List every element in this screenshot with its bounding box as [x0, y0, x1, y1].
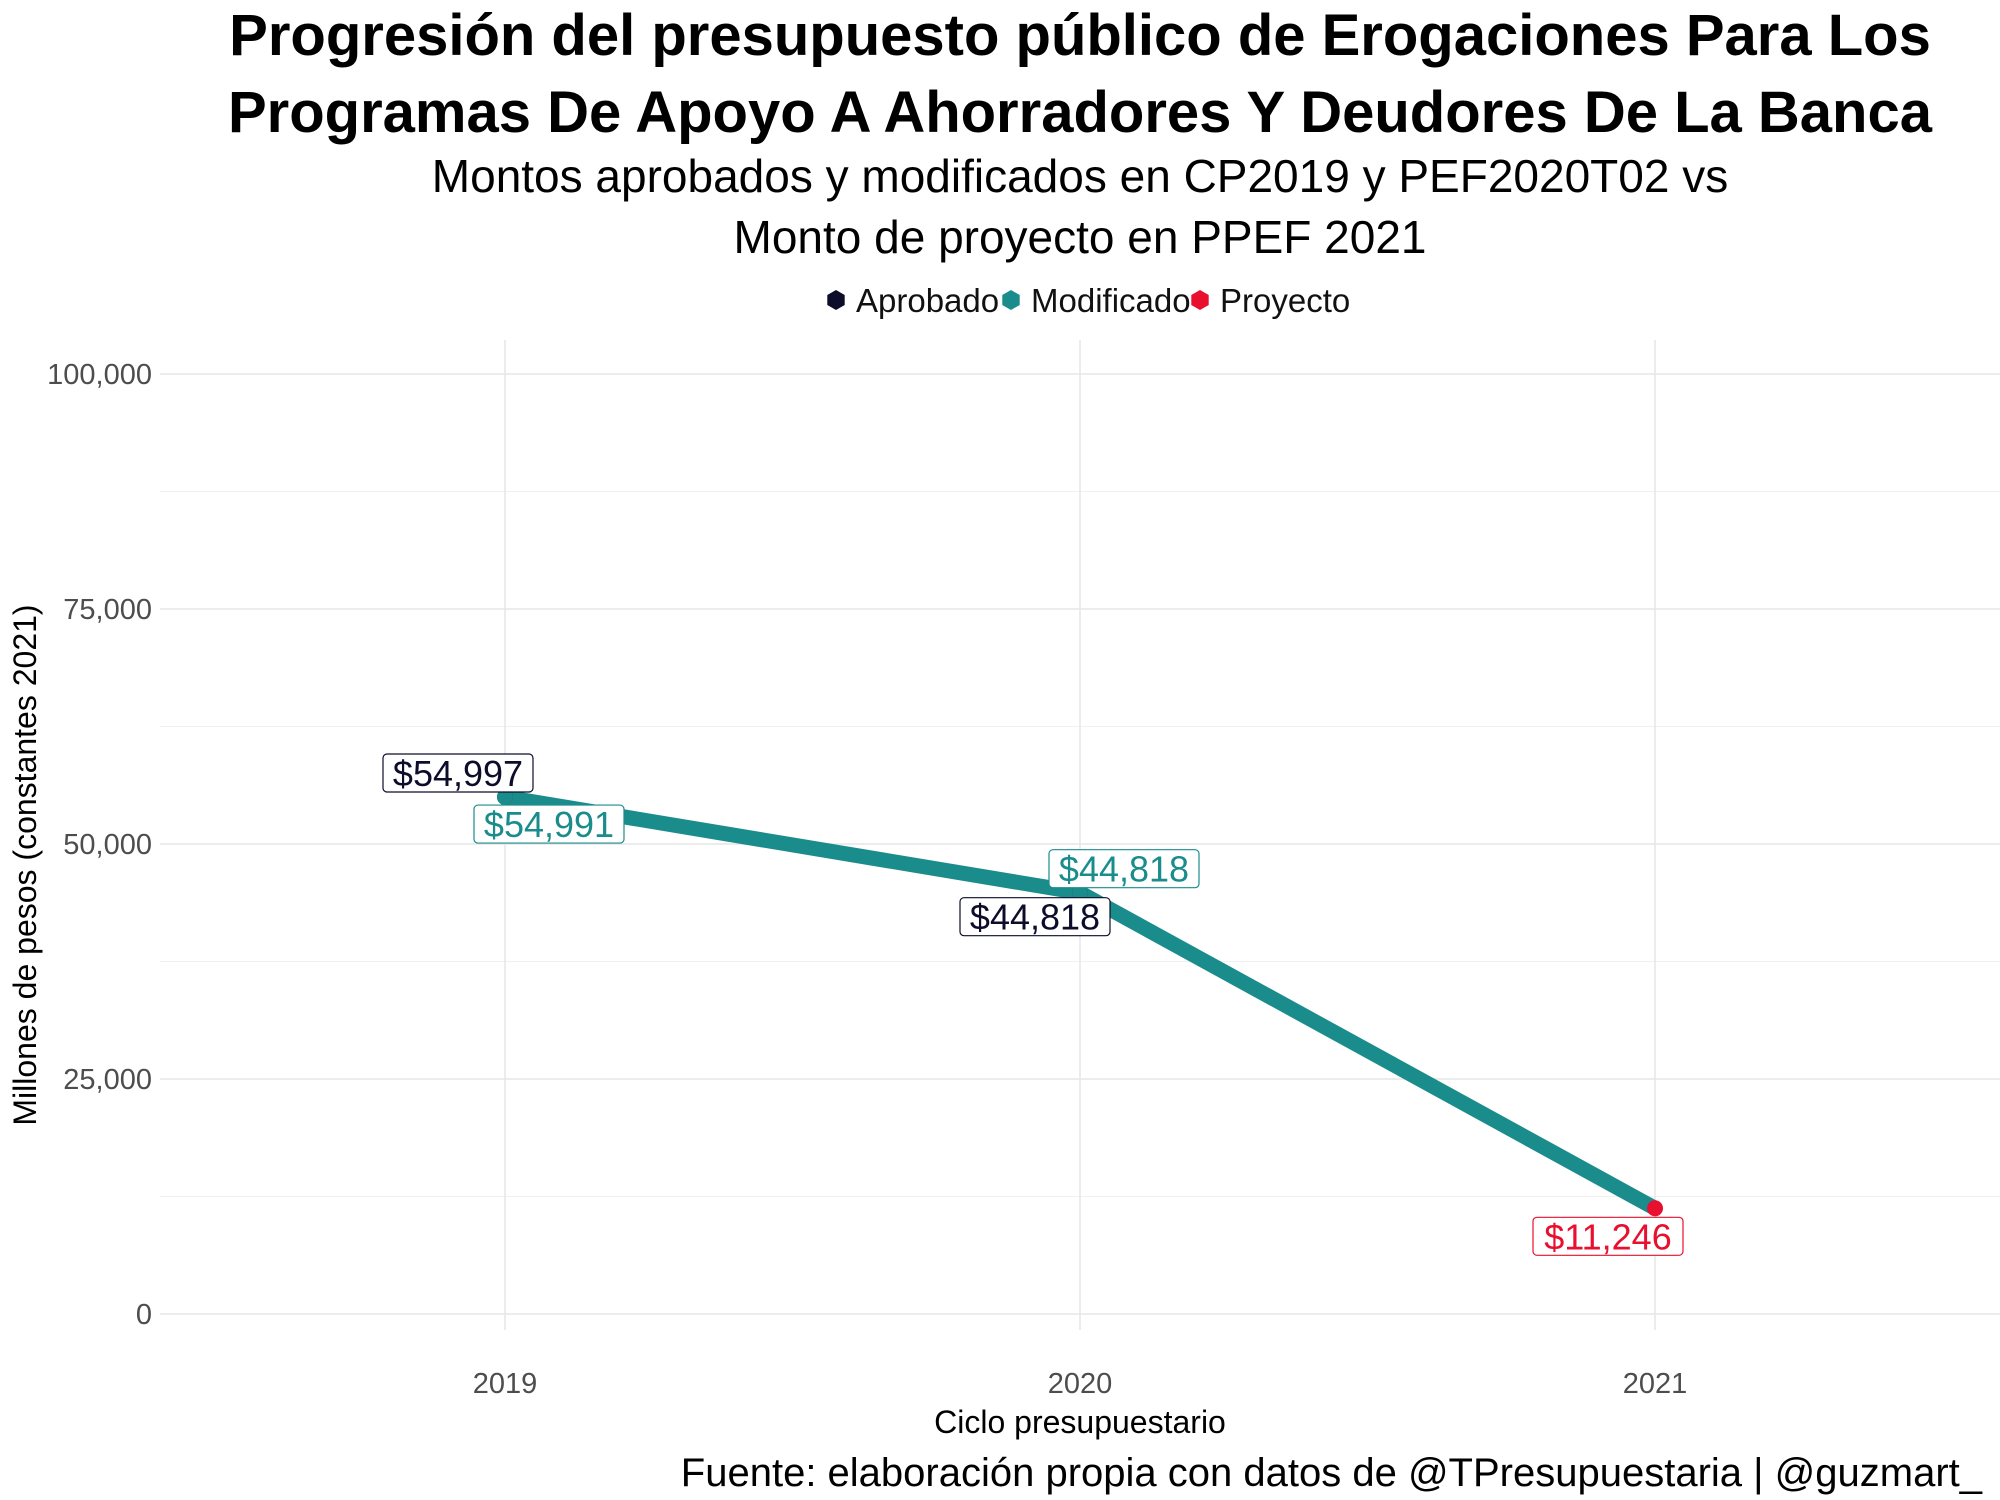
- legend-label-aprobado: Aprobado: [856, 282, 999, 319]
- y-tick-label: 0: [136, 1299, 152, 1331]
- plot-area: [497, 789, 1663, 1217]
- data-label-modificado: $54,991: [484, 804, 614, 845]
- legend-key-modificado: [1002, 290, 1020, 310]
- gridlines: [160, 340, 2000, 1330]
- data-label-aprobado: $44,818: [970, 897, 1100, 938]
- data-point-modificado: [497, 789, 513, 806]
- chart-subtitle-line-2: Monto de proyecto en PPEF 2021: [734, 211, 1427, 263]
- chart-subtitle: Montos aprobados y modificados en CP2019…: [432, 150, 1728, 263]
- data-label-box: [382, 753, 534, 793]
- x-tick-label: 2019: [473, 1368, 538, 1400]
- y-tick-label: 25,000: [63, 1064, 152, 1096]
- x-tick-label: 2020: [1048, 1368, 1113, 1400]
- data-labels: $54,997 $44,818 $54,991 $44,818 $11,246: [382, 753, 1684, 1257]
- data-point-modificado: [1072, 884, 1088, 901]
- data-label-modificado: $44,818: [1059, 849, 1189, 890]
- x-tick-label: 2021: [1623, 1368, 1688, 1400]
- chart-title-line-2: Programas De Apoyo A Ahorradores Y Deudo…: [228, 80, 1933, 145]
- chart-title: Progresión del presupuesto público de Er…: [228, 3, 1933, 145]
- data-label-box: [473, 804, 625, 844]
- data-label-aprobado: $54,997: [393, 753, 523, 794]
- chart-title-line-1: Progresión del presupuesto público de Er…: [229, 3, 1931, 68]
- legend-label-modificado: Modificado: [1031, 282, 1191, 319]
- chart-caption: Fuente: elaboración propia con datos de …: [681, 1451, 1983, 1495]
- data-label-box: [1532, 1216, 1684, 1256]
- data-point-proyecto: [1647, 1200, 1663, 1217]
- y-tick-label: 100,000: [47, 359, 152, 391]
- legend: Aprobado Modificado Proyecto: [827, 282, 1350, 319]
- legend-key-proyecto: [1191, 290, 1209, 310]
- data-label-proyecto: $11,246: [1544, 1216, 1671, 1257]
- data-label-box: [959, 897, 1111, 937]
- legend-label-proyecto: Proyecto: [1220, 282, 1350, 319]
- y-tick-label: 75,000: [63, 594, 152, 626]
- data-label-box: [1048, 849, 1200, 889]
- chart-subtitle-line-1: Montos aprobados y modificados en CP2019…: [432, 150, 1728, 202]
- y-tick-label: 50,000: [63, 829, 152, 861]
- legend-key-aprobado: [827, 290, 845, 310]
- x-axis-ticks: 2019 2020 2021: [473, 1368, 1688, 1400]
- x-axis-title: Ciclo presupuestario: [934, 1404, 1226, 1440]
- y-axis-ticks: 0 25,000 50,000 75,000 100,000: [47, 359, 152, 1331]
- y-axis-title: Millones de pesos (constantes 2021): [7, 604, 43, 1125]
